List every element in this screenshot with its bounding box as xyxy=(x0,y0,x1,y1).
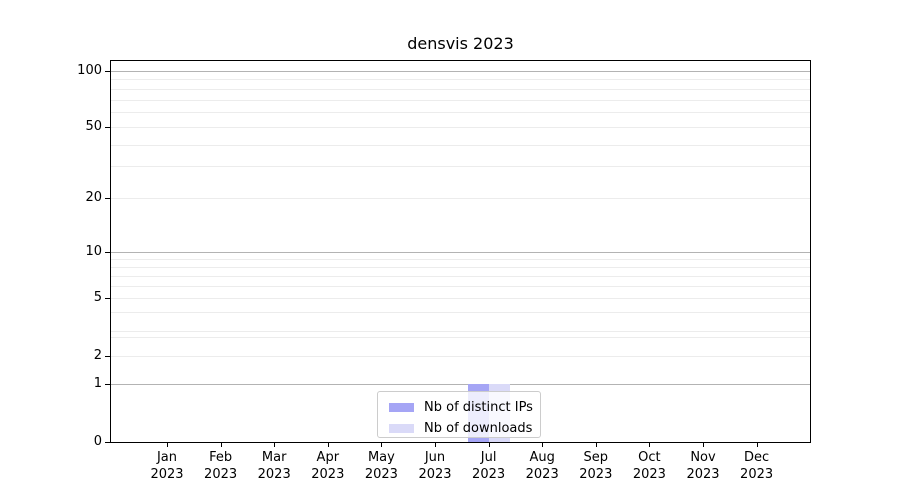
legend-row-downloads: Nb of downloads xyxy=(389,418,540,439)
x-axis-tick xyxy=(274,442,276,447)
minor-gridline xyxy=(111,336,810,338)
minor-gridline xyxy=(111,88,810,90)
x-axis-month-label: Jun 2023 xyxy=(418,450,452,482)
x-axis-tick xyxy=(220,442,222,447)
y-axis-tick-label: 10 xyxy=(85,243,102,259)
x-axis-tick xyxy=(756,442,758,447)
plot-area: Nb of distinct IPs Nb of downloads xyxy=(105,60,811,447)
x-axis-month-label: Mar 2023 xyxy=(257,450,291,482)
x-axis-tick xyxy=(327,442,329,447)
minor-gridline xyxy=(111,330,810,332)
minor-gridline xyxy=(111,258,810,260)
major-gridline xyxy=(111,70,810,72)
x-axis-tick xyxy=(649,442,651,447)
major-gridline xyxy=(111,251,810,253)
x-axis-month-label: Jul 2023 xyxy=(472,450,506,482)
x-axis-month-label: Jan 2023 xyxy=(150,450,184,482)
legend-row-distinct-ips: Nb of distinct IPs xyxy=(389,397,540,418)
minor-gridline xyxy=(111,311,810,313)
chart-title: densvis 2023 xyxy=(407,34,514,53)
y-axis-tick-label: 100 xyxy=(77,62,102,78)
y-axis-tick-label: 1 xyxy=(93,376,102,392)
minor-gridline xyxy=(111,144,810,146)
y-axis-tick-label: 2 xyxy=(93,348,102,364)
minor-gridline xyxy=(111,79,810,81)
minor-gridline xyxy=(111,126,810,128)
x-axis-tick xyxy=(595,442,597,447)
y-axis-tick xyxy=(105,356,110,358)
x-axis-month-label: Feb 2023 xyxy=(204,450,238,482)
y-axis-tick-label: 20 xyxy=(85,190,102,206)
y-axis-tick xyxy=(105,251,110,253)
minor-gridline xyxy=(111,356,810,358)
x-axis-tick xyxy=(703,442,704,447)
x-axis-tick xyxy=(435,442,436,447)
minor-gridline xyxy=(111,266,810,268)
y-axis-tick xyxy=(105,70,110,72)
x-axis-month-label: Oct 2023 xyxy=(632,450,666,482)
x-axis-tick xyxy=(167,442,168,447)
x-axis-tick xyxy=(381,442,383,447)
major-gridline xyxy=(111,384,810,386)
y-axis-tick-label: 0 xyxy=(93,434,102,449)
y-axis-tick xyxy=(105,442,110,443)
legend: Nb of distinct IPs Nb of downloads xyxy=(377,391,541,438)
y-axis-tick xyxy=(105,126,110,128)
y-axis-tick xyxy=(105,297,110,299)
minor-gridline xyxy=(111,275,810,277)
y-axis-tick-label: 50 xyxy=(85,118,102,134)
legend-label-distinct-ips: Nb of distinct IPs xyxy=(424,400,533,415)
x-axis-month-label: Nov 2023 xyxy=(686,450,720,482)
x-axis-month-label: May 2023 xyxy=(364,450,398,482)
x-axis-month-label: Aug 2023 xyxy=(525,450,559,482)
x-axis-month-label: Dec 2023 xyxy=(740,450,774,482)
y-axis-tick xyxy=(105,384,110,386)
x-axis-tick xyxy=(488,442,490,447)
minor-gridline xyxy=(111,285,810,287)
y-axis-tick-label: 5 xyxy=(93,289,102,305)
x-axis-month-label: Apr 2023 xyxy=(311,450,345,482)
minor-gridline xyxy=(111,297,810,299)
legend-swatch-distinct-ips xyxy=(389,403,414,412)
minor-gridline xyxy=(111,99,810,101)
minor-gridline xyxy=(111,111,810,113)
legend-label-downloads: Nb of downloads xyxy=(424,421,533,436)
x-axis-tick xyxy=(542,442,544,447)
y-axis-tick xyxy=(105,198,110,200)
minor-gridline xyxy=(111,198,810,200)
minor-gridline xyxy=(111,166,810,168)
x-axis-month-label: Sep 2023 xyxy=(579,450,613,482)
legend-swatch-downloads xyxy=(389,424,414,433)
